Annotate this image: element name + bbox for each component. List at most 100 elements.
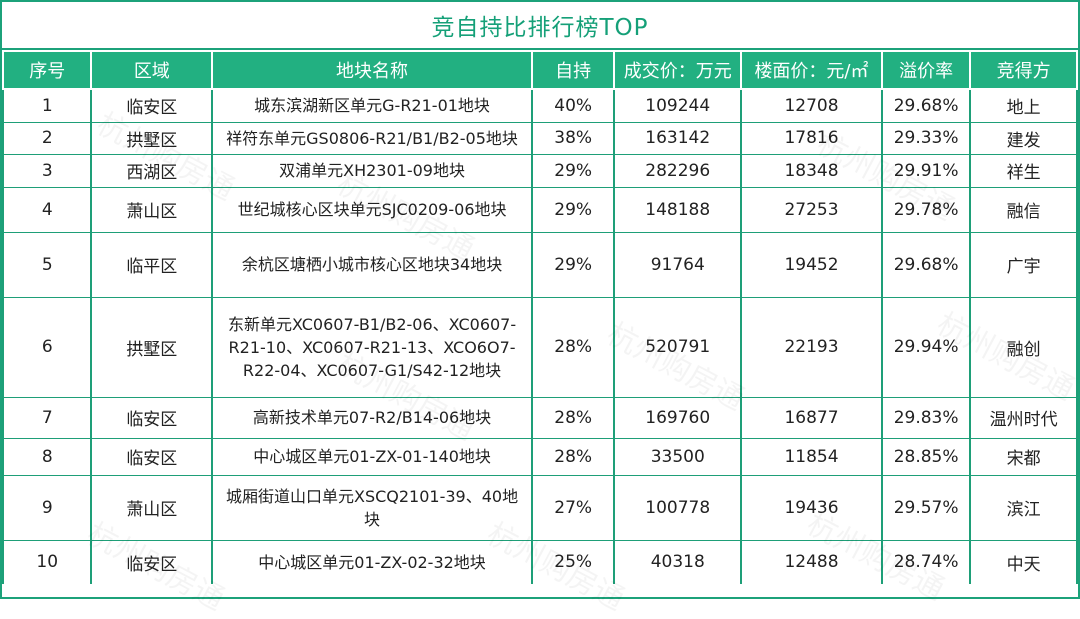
cell-self-hold: 27% (530, 474, 616, 541)
cell-price: 109244 (613, 88, 743, 123)
cell-premium: 29.94% (880, 296, 972, 398)
cell-premium: 28.85% (880, 437, 972, 476)
table-row: 2 拱墅区 祥符东单元GS0806-R21/B1/B2-05地块 38% 163… (1, 121, 1078, 155)
cell-price: 169760 (613, 396, 743, 439)
cell-district: 萧山区 (90, 186, 214, 233)
cell-price: 163142 (613, 121, 743, 155)
cell-plot-name: 中心城区单元01-ZX-02-32地块 (211, 539, 533, 584)
ranking-table: 序号 区域 地块名称 自持 成交价：万元 楼面价：元/㎡ 溢价率 竞得方 1 临… (1, 50, 1078, 584)
cell-winner: 广宇 (969, 231, 1078, 298)
header-winner: 竞得方 (969, 50, 1078, 90)
cell-plot-name: 东新单元XC0607-B1/B2-06、XC0607- R21-10、XC060… (211, 296, 533, 398)
cell-self-hold: 29% (530, 231, 616, 298)
cell-no: 5 (1, 231, 93, 298)
cell-premium: 29.68% (880, 231, 972, 298)
cell-plot-name: 祥符东单元GS0806-R21/B1/B2-05地块 (211, 121, 533, 155)
cell-price: 100778 (613, 474, 743, 541)
cell-no: 1 (1, 88, 93, 123)
cell-winner: 滨江 (969, 474, 1078, 541)
cell-self-hold: 29% (530, 153, 616, 188)
cell-floor-price: 17816 (740, 121, 883, 155)
cell-premium: 29.83% (880, 396, 972, 439)
plot-name-line: R21-10、XC0607-R21-13、XCO6O7- (228, 337, 516, 357)
header-row: 序号 区域 地块名称 自持 成交价：万元 楼面价：元/㎡ 溢价率 竞得方 (1, 50, 1078, 90)
cell-no: 4 (1, 186, 93, 233)
header-premium: 溢价率 (880, 50, 972, 90)
cell-no: 9 (1, 474, 93, 541)
cell-floor-price: 19452 (740, 231, 883, 298)
cell-no: 8 (1, 437, 93, 476)
cell-plot-name: 中心城区单元01-ZX-01-140地块 (211, 437, 533, 476)
plot-name-line: 块 (364, 509, 381, 529)
cell-floor-price: 12488 (740, 539, 883, 584)
cell-no: 7 (1, 396, 93, 439)
header-plot-name: 地块名称 (211, 50, 533, 90)
cell-district: 西湖区 (90, 153, 214, 188)
header-self-hold: 自持 (530, 50, 616, 90)
header-price: 成交价：万元 (613, 50, 743, 90)
cell-premium: 29.33% (880, 121, 972, 155)
cell-premium: 29.57% (880, 474, 972, 541)
header-floor-price: 楼面价：元/㎡ (740, 50, 883, 90)
cell-plot-name: 余杭区塘栖小城市核心区地块34地块 (211, 231, 533, 298)
cell-district: 临安区 (90, 539, 214, 584)
cell-premium: 29.68% (880, 88, 972, 123)
header-no: 序号 (1, 50, 93, 90)
cell-self-hold: 28% (530, 437, 616, 476)
cell-winner: 融信 (969, 186, 1078, 233)
cell-winner: 祥生 (969, 153, 1078, 188)
cell-plot-name: 高新技术单元07-R2/B14-06地块 (211, 396, 533, 439)
table-row: 1 临安区 城东滨湖新区单元G-R21-01地块 40% 109244 1270… (1, 88, 1078, 123)
cell-winner: 地上 (969, 88, 1078, 123)
table-row: 9 萧山区 城厢街道山口单元XSCQ2101-39、40地 块 27% 1007… (1, 474, 1078, 541)
cell-premium: 28.74% (880, 539, 972, 584)
cell-self-hold: 25% (530, 539, 616, 584)
cell-price: 33500 (613, 437, 743, 476)
cell-plot-name: 世纪城核心区块单元SJC0209-06地块 (211, 186, 533, 233)
cell-district: 临安区 (90, 437, 214, 476)
cell-floor-price: 22193 (740, 296, 883, 398)
cell-no: 6 (1, 296, 93, 398)
cell-district: 拱墅区 (90, 121, 214, 155)
cell-self-hold: 28% (530, 296, 616, 398)
cell-no: 3 (1, 153, 93, 188)
cell-winner: 温州时代 (969, 396, 1078, 439)
cell-self-hold: 29% (530, 186, 616, 233)
table-row: 7 临安区 高新技术单元07-R2/B14-06地块 28% 169760 16… (1, 396, 1078, 439)
cell-district: 拱墅区 (90, 296, 214, 398)
cell-winner: 宋都 (969, 437, 1078, 476)
cell-premium: 29.91% (880, 153, 972, 188)
cell-district: 临安区 (90, 396, 214, 439)
cell-floor-price: 18348 (740, 153, 883, 188)
plot-name-line: 城厢街道山口单元XSCQ2101-39、40地 (225, 486, 519, 506)
cell-plot-name: 双浦单元XH2301-09地块 (211, 153, 533, 188)
cell-price: 91764 (613, 231, 743, 298)
cell-floor-price: 19436 (740, 474, 883, 541)
table-title: 竞自持比排行榜TOP (2, 2, 1078, 50)
cell-price: 520791 (613, 296, 743, 398)
cell-self-hold: 40% (530, 88, 616, 123)
cell-floor-price: 12708 (740, 88, 883, 123)
table-row: 10 临安区 中心城区单元01-ZX-02-32地块 25% 40318 124… (1, 539, 1078, 584)
cell-price: 282296 (613, 153, 743, 188)
cell-district: 临安区 (90, 88, 214, 123)
cell-price: 148188 (613, 186, 743, 233)
plot-name-line: R22-04、XC0607-G1/S42-12地块 (242, 360, 502, 380)
table-row: 5 临平区 余杭区塘栖小城市核心区地块34地块 29% 91764 19452 … (1, 231, 1078, 298)
cell-winner: 融创 (969, 296, 1078, 398)
cell-district: 萧山区 (90, 474, 214, 541)
plot-name-line: 东新单元XC0607-B1/B2-06、XC0607- (227, 314, 517, 334)
cell-self-hold: 28% (530, 396, 616, 439)
cell-district: 临平区 (90, 231, 214, 298)
header-district: 区域 (90, 50, 214, 90)
cell-no: 10 (1, 539, 93, 584)
cell-winner: 中天 (969, 539, 1078, 584)
cell-floor-price: 27253 (740, 186, 883, 233)
cell-winner: 建发 (969, 121, 1078, 155)
table-row: 6 拱墅区 东新单元XC0607-B1/B2-06、XC0607- R21-10… (1, 296, 1078, 398)
cell-no: 2 (1, 121, 93, 155)
table-row: 4 萧山区 世纪城核心区块单元SJC0209-06地块 29% 148188 2… (1, 186, 1078, 233)
cell-premium: 29.78% (880, 186, 972, 233)
table-row: 3 西湖区 双浦单元XH2301-09地块 29% 282296 18348 2… (1, 153, 1078, 188)
